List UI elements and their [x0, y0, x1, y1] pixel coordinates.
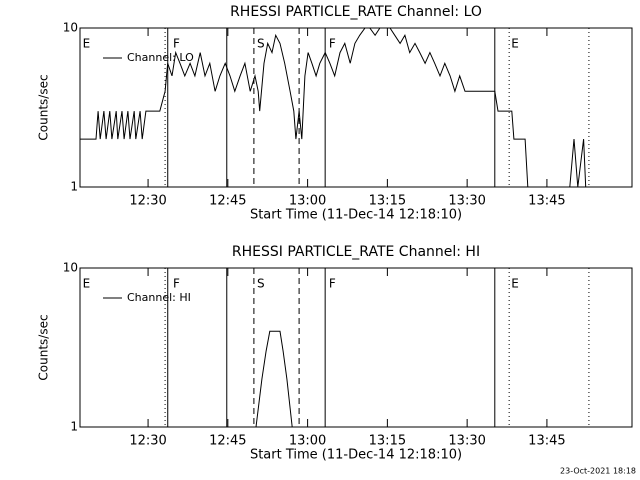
y-axis-label: Counts/sec — [37, 74, 51, 140]
x-tick-label: 12:30 — [129, 194, 166, 209]
y-tick-label: 10 — [63, 21, 78, 35]
x-tick-label: 13:30 — [448, 194, 485, 209]
data-line — [80, 330, 586, 428]
flag-label: F — [173, 277, 180, 291]
y-tick-label: 10 — [63, 261, 78, 275]
flag-label: F — [329, 37, 336, 51]
x-tick-label: 12:45 — [209, 194, 246, 209]
x-tick-label: 12:45 — [209, 434, 246, 449]
x-axis-label: Start Time (11-Dec-14 12:18:10) — [250, 208, 462, 223]
flag-label: E — [511, 277, 519, 291]
flag-label: E — [83, 277, 91, 291]
x-tick-label: 13:30 — [448, 434, 485, 449]
plot-frame — [79, 27, 633, 188]
flag-label: S — [257, 37, 265, 51]
flag-label: F — [173, 37, 180, 51]
data-line — [80, 27, 587, 188]
x-tick-label: 13:00 — [289, 194, 326, 209]
x-tick-label: 13:00 — [289, 434, 326, 449]
x-axis-label: Start Time (11-Dec-14 12:18:10) — [250, 448, 462, 463]
flag-label: F — [329, 277, 336, 291]
y-tick-label: 1 — [70, 180, 78, 194]
chart-title: RHESSI PARTICLE_RATE Channel: LO — [230, 4, 482, 20]
flag-label: S — [257, 277, 265, 291]
legend-label: Channel: HI — [127, 291, 191, 304]
y-axis-label: Counts/sec — [37, 314, 51, 380]
x-tick-label: 13:45 — [528, 194, 565, 209]
legend-label: Channel: LO — [127, 51, 194, 64]
x-tick-label: 13:15 — [369, 434, 406, 449]
chart-title: RHESSI PARTICLE_RATE Channel: HI — [232, 244, 480, 260]
x-tick-label: 12:30 — [129, 434, 166, 449]
x-tick-label: 13:15 — [369, 194, 406, 209]
y-tick-label: 1 — [70, 420, 78, 434]
x-tick-label: 13:45 — [528, 434, 565, 449]
flag-label: E — [511, 37, 519, 51]
flag-label: E — [83, 37, 91, 51]
footer: 23-Oct-2021 18:18 — [560, 467, 636, 476]
